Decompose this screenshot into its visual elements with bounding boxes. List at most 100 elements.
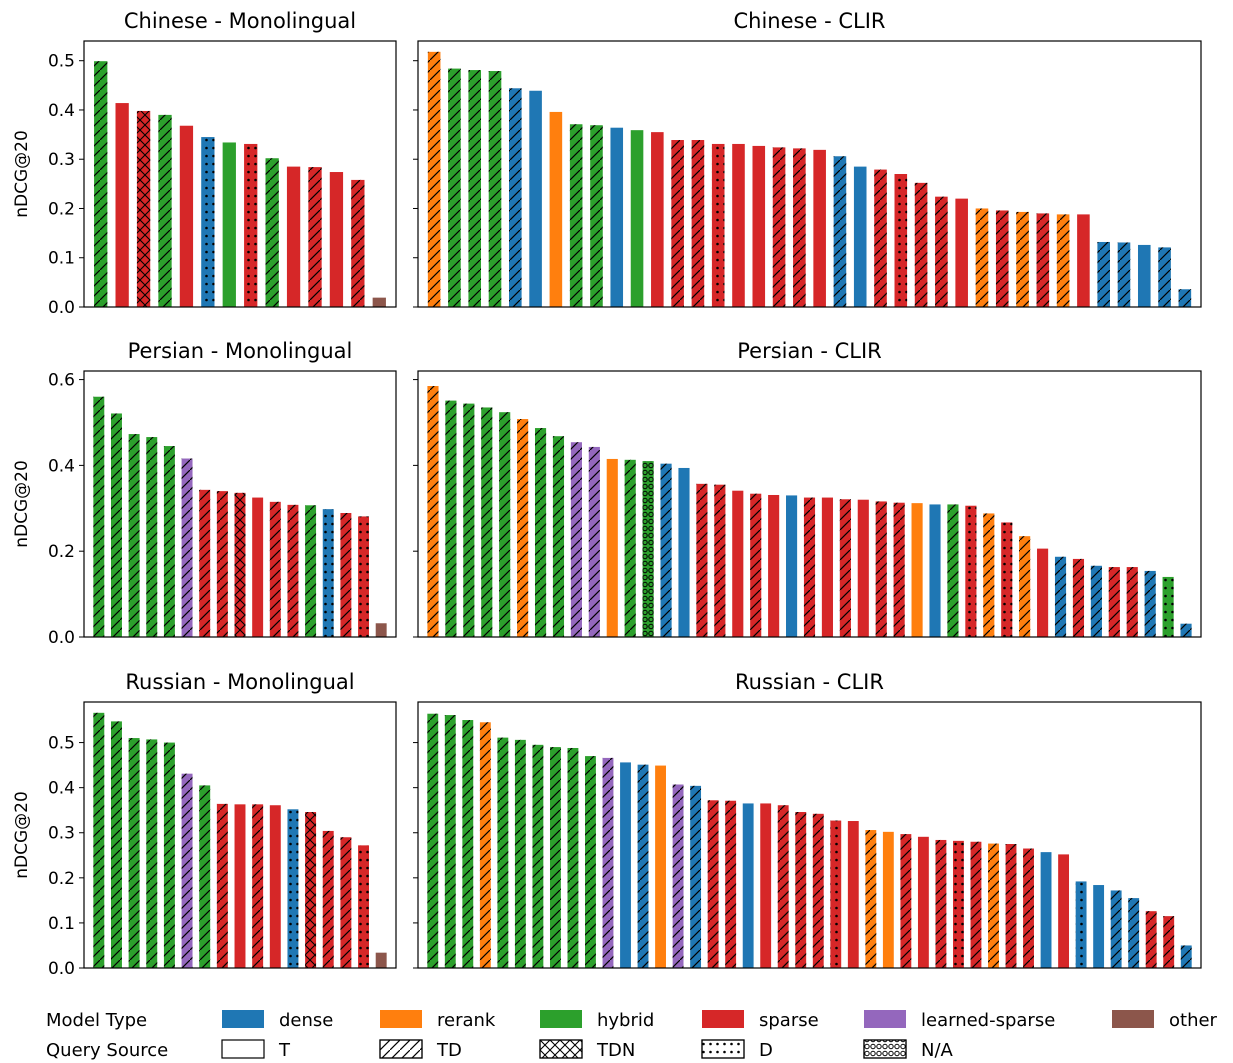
legend-swatch <box>540 1010 582 1028</box>
legend-label: TD <box>436 1040 462 1061</box>
bar-hatch <box>750 493 762 637</box>
bar-hatch <box>795 812 807 968</box>
bar-hatch <box>988 843 999 968</box>
bar <box>549 111 563 308</box>
chart-panel: Russian - CLIR <box>413 670 1202 969</box>
bar-hatch <box>146 739 158 968</box>
bar-hatch <box>1128 898 1140 968</box>
bar-hatch <box>497 737 509 968</box>
legend-label: N/A <box>921 1040 954 1061</box>
bar-hatch <box>793 148 806 307</box>
bar-hatch <box>965 505 977 637</box>
bar-hatch <box>975 208 989 307</box>
bar-hatch <box>462 720 474 968</box>
bar <box>1037 548 1049 637</box>
y-axis-label: nDCG@20 <box>12 791 32 879</box>
bar <box>1137 244 1151 307</box>
bar-hatch <box>1180 623 1192 637</box>
bar-hatch <box>488 71 502 307</box>
bar-hatch <box>549 747 561 968</box>
bar <box>329 172 344 307</box>
legend: Model Type Query Source dense rerank hybrid s… <box>46 1010 1218 1061</box>
bar-hatch <box>163 446 175 637</box>
y-tick-label: 0.1 <box>48 249 75 269</box>
bar-hatch <box>1117 242 1131 307</box>
bar-hatch <box>1054 556 1067 637</box>
bar-hatch <box>865 830 877 968</box>
bar-hatch <box>111 413 122 637</box>
bar-hatch <box>1110 890 1122 968</box>
bar-hatch <box>234 492 246 637</box>
y-tick-label: 0.5 <box>48 734 75 754</box>
axes-frame <box>83 40 397 308</box>
bar-hatch <box>983 513 995 637</box>
bar-hatch <box>569 124 583 307</box>
bar <box>375 623 387 637</box>
bar-hatch <box>534 428 547 637</box>
bar-hatch <box>1108 567 1120 637</box>
bar <box>375 952 387 968</box>
bar-hatch <box>874 169 887 307</box>
legend-swatch <box>1112 1010 1154 1028</box>
bar-hatch <box>128 738 140 968</box>
bar <box>786 495 798 637</box>
legend-label: dense <box>279 1010 333 1031</box>
y-tick-label: 0.6 <box>48 371 75 391</box>
bar-hatch <box>1005 844 1017 968</box>
chart-title: Persian - CLIR <box>737 339 882 363</box>
bar-hatch <box>567 747 579 968</box>
bar-hatch <box>287 504 299 637</box>
bar-hatch <box>340 837 352 968</box>
axes-frame <box>417 40 1202 308</box>
bar <box>742 803 754 968</box>
bar <box>179 125 194 307</box>
y-axis-label: nDCG@20 <box>12 130 32 218</box>
bar-hatch <box>637 764 649 968</box>
bar-hatch <box>1097 241 1110 307</box>
bar-hatch <box>725 800 737 968</box>
y-tick-label: 0.3 <box>48 150 75 170</box>
chart-panel: Persian - CLIR <box>413 339 1202 638</box>
bar-hatch <box>696 483 708 637</box>
bar <box>917 836 929 968</box>
bar-hatch <box>308 167 322 307</box>
bar-hatch <box>893 502 905 637</box>
bar-hatch <box>772 147 786 307</box>
bar-hatch <box>199 489 211 637</box>
legend-label: hybrid <box>597 1010 654 1031</box>
legend-label: sparse <box>759 1010 819 1031</box>
bar <box>651 132 664 307</box>
bar <box>620 762 631 968</box>
bar-hatch <box>1019 536 1031 637</box>
bar <box>655 765 666 968</box>
bar <box>853 166 867 307</box>
chart-panels: 0.0 0.1 0.2 0.3 0.4 0.5 Chinese - Monolingual n… <box>12 9 1202 979</box>
bar-hatch <box>481 407 493 637</box>
axes-frame <box>83 370 397 638</box>
bar-hatch <box>216 803 228 968</box>
bar <box>1093 885 1105 968</box>
bar-hatch <box>953 840 964 968</box>
legend-swatch-pattern <box>701 1039 745 1059</box>
bar-hatch <box>914 182 928 307</box>
bar-hatch <box>163 742 175 968</box>
bar-hatch <box>468 70 482 307</box>
bar-hatch <box>947 504 959 637</box>
bar <box>821 497 833 637</box>
bar <box>1077 214 1090 307</box>
bar <box>1058 854 1070 968</box>
legend-swatch <box>222 1010 264 1028</box>
y-tick-label: 0.5 <box>48 52 75 72</box>
bar-hatch <box>1056 214 1070 307</box>
bar-hatch <box>532 744 544 968</box>
y-tick-label: 0.0 <box>48 628 75 648</box>
legend-swatch-pattern <box>379 1039 423 1059</box>
bar <box>1040 852 1052 968</box>
bar-hatch <box>1023 848 1034 968</box>
bar-hatch <box>463 403 475 637</box>
bar <box>813 149 826 307</box>
bar-hatch <box>244 143 258 307</box>
bar-hatch <box>1090 565 1102 637</box>
chart-panel: Chinese - CLIR <box>413 9 1202 308</box>
